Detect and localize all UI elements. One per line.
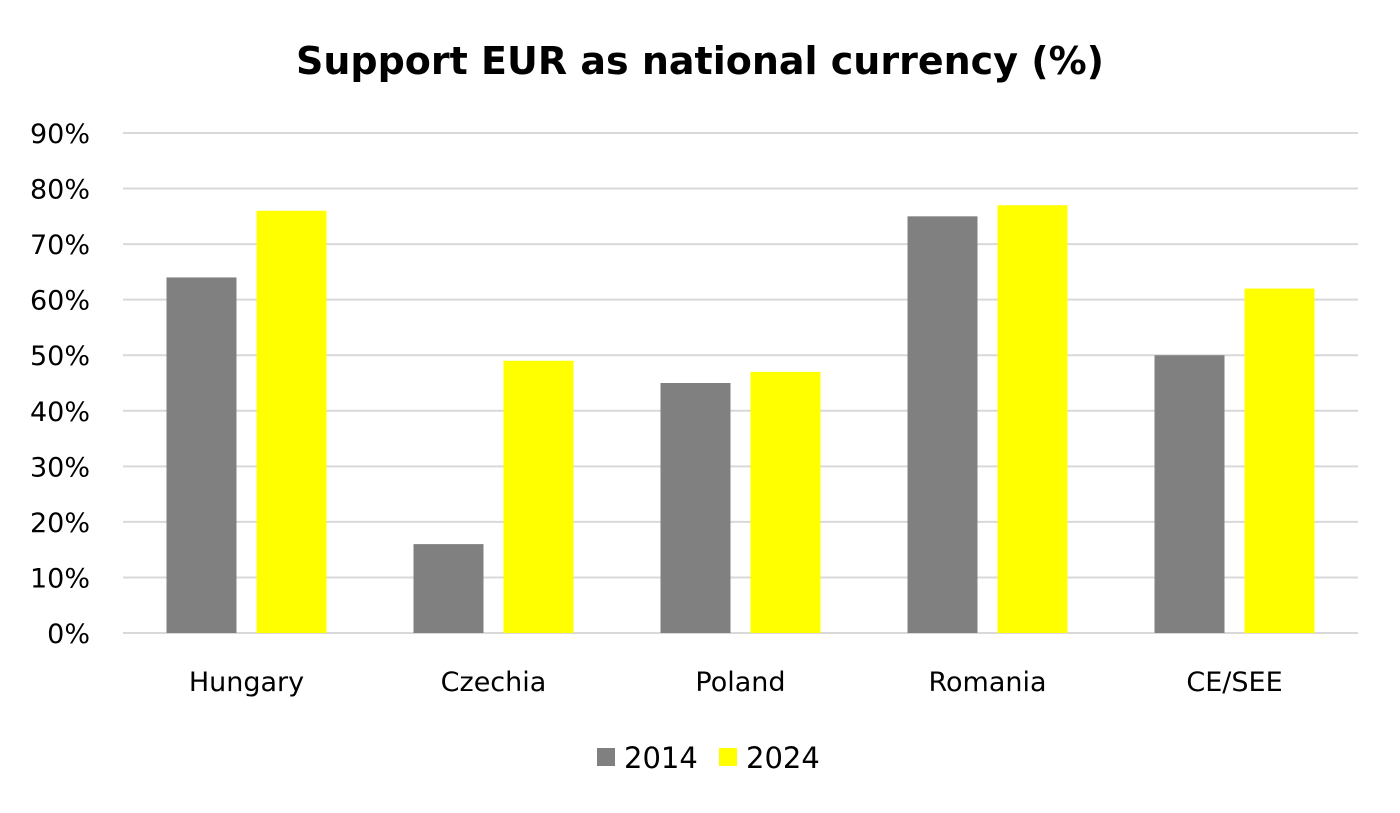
legend-label-2024: 2024 (746, 741, 820, 775)
chart-title: Support EUR as national currency (%) (296, 39, 1104, 83)
bar-2014-ce-see (1154, 355, 1225, 633)
x-tick-label: CE/SEE (1186, 667, 1282, 698)
y-axis-tick-labels: 0% 10% 20% 30% 40% 50% 60% 70% 80% 90% (30, 119, 90, 650)
y-tick-label: 80% (30, 175, 90, 206)
y-tick-label: 40% (30, 397, 90, 428)
y-tick-label: 0% (47, 619, 90, 650)
legend: 2014 2024 (597, 741, 820, 775)
y-tick-label: 90% (30, 119, 90, 150)
gridlines (123, 132, 1358, 634)
bar-2014-hungary (166, 277, 237, 633)
bar-2014-poland (660, 383, 731, 633)
bars (166, 205, 1315, 634)
legend-swatch-2024 (719, 748, 737, 766)
x-tick-label: Hungary (189, 667, 304, 698)
y-tick-label: 10% (30, 563, 90, 594)
bar-2024-czechia (503, 360, 574, 633)
bar-2014-romania (907, 216, 978, 634)
y-tick-label: 70% (30, 230, 90, 261)
x-tick-label: Czechia (441, 667, 547, 698)
legend-label-2014: 2014 (624, 741, 698, 775)
legend-swatch-2014 (597, 748, 615, 766)
bar-2024-ce-see (1244, 288, 1315, 633)
y-tick-label: 30% (30, 452, 90, 483)
y-tick-label: 50% (30, 341, 90, 372)
bar-2024-poland (750, 371, 821, 633)
bar-2024-romania (997, 205, 1068, 633)
x-tick-label: Romania (928, 667, 1046, 698)
bar-2014-czechia (413, 544, 484, 633)
bar-2024-hungary (256, 210, 327, 633)
x-tick-label: Poland (695, 667, 785, 698)
y-tick-label: 20% (30, 508, 90, 539)
x-axis-tick-labels: Hungary Czechia Poland Romania CE/SEE (189, 667, 1283, 698)
y-tick-label: 60% (30, 286, 90, 317)
